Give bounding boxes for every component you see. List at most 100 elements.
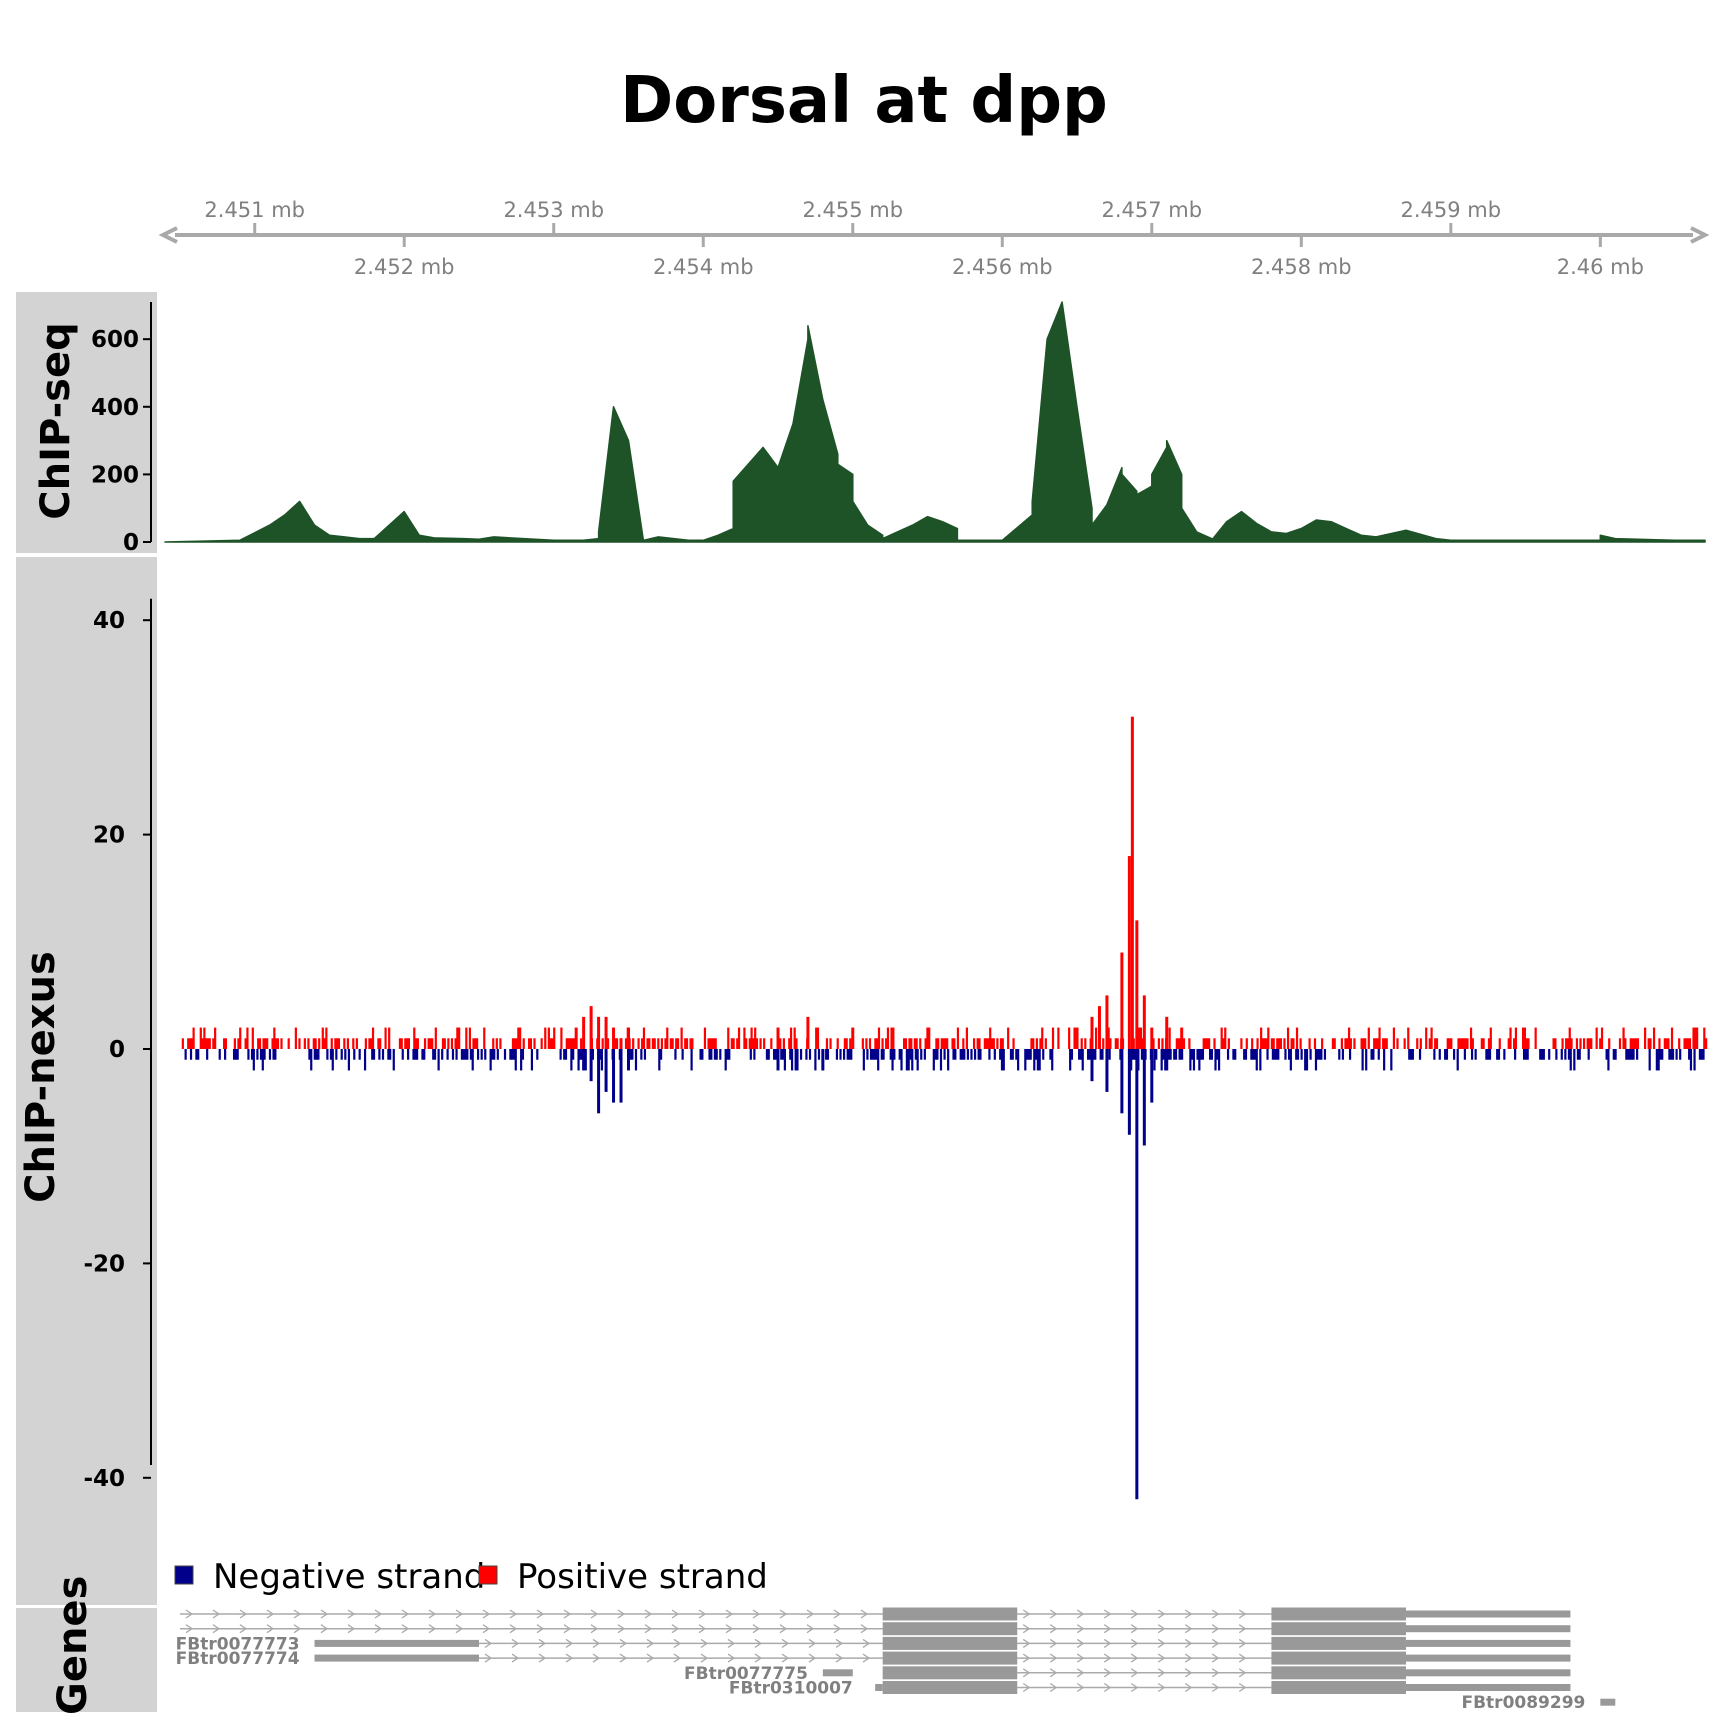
positive-strand-bar <box>1283 1038 1286 1049</box>
negative-strand-bar <box>1209 1049 1212 1060</box>
positive-strand-bar <box>1407 1027 1410 1049</box>
negative-strand-bar <box>437 1049 440 1071</box>
negative-strand-bar <box>1503 1049 1506 1060</box>
positive-strand-bar <box>881 1038 884 1049</box>
negative-strand-bar <box>1234 1049 1237 1060</box>
positive-strand-bar <box>1321 1038 1324 1049</box>
negative-strand-bar <box>1348 1049 1352 1060</box>
negative-strand-peak-bar <box>589 1049 593 1082</box>
gene-strand-arrow <box>644 1609 653 1619</box>
negative-strand-bar <box>252 1049 255 1071</box>
legend: Negative strand Positive strand <box>174 1557 768 1597</box>
positive-strand-bar <box>1378 1027 1381 1049</box>
negative-strand-peak-bar <box>626 1049 630 1071</box>
negative-strand-bar <box>340 1049 343 1060</box>
negative-strand-bar <box>850 1049 853 1060</box>
positive-strand-bar <box>203 1027 206 1049</box>
negative-strand-bar <box>724 1049 727 1071</box>
positive-strand-bar <box>1041 1027 1044 1049</box>
genome-axis-left-arrow <box>158 226 178 244</box>
negative-strand-bar <box>1217 1049 1221 1071</box>
positive-strand-bar <box>732 1038 735 1049</box>
positive-strand-bar <box>1527 1038 1530 1049</box>
negative-strand-bar <box>993 1049 996 1060</box>
gene-strand-arrow <box>1130 1653 1139 1663</box>
negative-strand-bar <box>909 1049 912 1060</box>
gene-strand-arrow <box>401 1624 410 1634</box>
positive-strand-bar <box>400 1038 403 1049</box>
negative-strand-bar <box>773 1049 776 1060</box>
positive-strand-peak-bar <box>604 1016 608 1049</box>
gene-strand-arrow <box>1076 1624 1085 1634</box>
negative-strand-bar <box>659 1049 663 1060</box>
negative-strand-bar <box>1192 1049 1196 1071</box>
positive-strand-bar <box>684 1038 687 1049</box>
negative-strand-bar <box>1526 1049 1529 1060</box>
negative-strand-bar <box>839 1049 842 1060</box>
negative-strand-bar <box>952 1049 955 1060</box>
legend-label: Positive strand <box>517 1557 768 1597</box>
positive-strand-bar <box>472 1038 475 1049</box>
negative-strand-bar <box>600 1049 603 1071</box>
positive-strand-bar <box>275 1038 278 1049</box>
negative-strand-peak-bar <box>619 1049 623 1103</box>
positive-strand-bar <box>429 1038 432 1049</box>
positive-strand-bar <box>990 1038 994 1049</box>
positive-strand-bar <box>1094 1027 1098 1049</box>
positive-strand-bar <box>1161 1038 1164 1049</box>
gene-strand-arrow <box>781 1638 790 1648</box>
gene-strand-arrow <box>320 1624 329 1634</box>
positive-strand-bar <box>1471 1038 1474 1049</box>
positive-strand-bar <box>522 1038 525 1049</box>
gene-exon <box>882 1622 1018 1636</box>
gene-strand-arrow <box>1103 1668 1112 1678</box>
negative-strand-peak-bar <box>604 1049 608 1092</box>
negative-strand-bar <box>234 1049 237 1060</box>
positive-strand-bar <box>1521 1027 1525 1049</box>
negative-strand-bar <box>520 1049 523 1071</box>
positive-strand-bar <box>759 1038 762 1049</box>
gene-strand-arrow <box>779 1609 788 1619</box>
genome-tick-label: 2.451 mb <box>204 198 305 222</box>
negative-strand-bar <box>1259 1049 1262 1071</box>
positive-strand-bar <box>551 1038 554 1049</box>
gene-strand-arrow <box>860 1609 869 1619</box>
positive-strand-bar <box>632 1038 635 1049</box>
positive-strand-bar <box>651 1038 655 1049</box>
positive-strand-bar <box>1222 1038 1225 1049</box>
positive-strand-bar <box>499 1038 502 1049</box>
chipseq-y-tick-label: 400 <box>91 395 139 421</box>
positive-strand-peak-bar <box>1150 1027 1154 1049</box>
negative-strand-bar <box>577 1049 580 1071</box>
negative-strand-bar <box>961 1049 964 1060</box>
negative-strand-bar <box>1383 1049 1386 1071</box>
gene-exon <box>882 1607 1018 1621</box>
negative-strand-bar <box>934 1049 937 1060</box>
gene-strand-arrow <box>538 1638 547 1648</box>
negative-strand-bar <box>1361 1049 1364 1071</box>
negative-strand-bar <box>1244 1049 1248 1060</box>
gene-strand-arrow <box>590 1624 599 1634</box>
negative-strand-peak-bar <box>597 1049 601 1114</box>
negative-strand-bar <box>1026 1049 1029 1060</box>
positive-strand-bar <box>1084 1038 1087 1049</box>
gene-exon <box>882 1651 1018 1665</box>
positive-strand-bar <box>1051 1027 1055 1049</box>
positive-strand-bar <box>1600 1027 1604 1049</box>
chipnexus-y-tick-label: 20 <box>93 823 125 849</box>
gene-strand-arrow <box>536 1609 545 1619</box>
positive-strand-bar <box>406 1038 409 1049</box>
gene-strand-arrow <box>509 1624 518 1634</box>
negative-strand-bar <box>1130 1049 1133 1071</box>
negative-strand-bar <box>889 1049 892 1060</box>
gene-exon <box>1271 1666 1406 1680</box>
negative-strand-bar <box>1418 1049 1422 1060</box>
negative-strand-bar <box>1365 1049 1368 1071</box>
positive-strand-bar <box>1687 1038 1690 1049</box>
negative-strand-bar <box>232 1049 236 1060</box>
positive-strand-bar <box>942 1038 945 1049</box>
negative-strand-bar <box>1304 1049 1307 1071</box>
negative-strand-bar <box>869 1049 873 1060</box>
gene-exon <box>1271 1651 1406 1665</box>
